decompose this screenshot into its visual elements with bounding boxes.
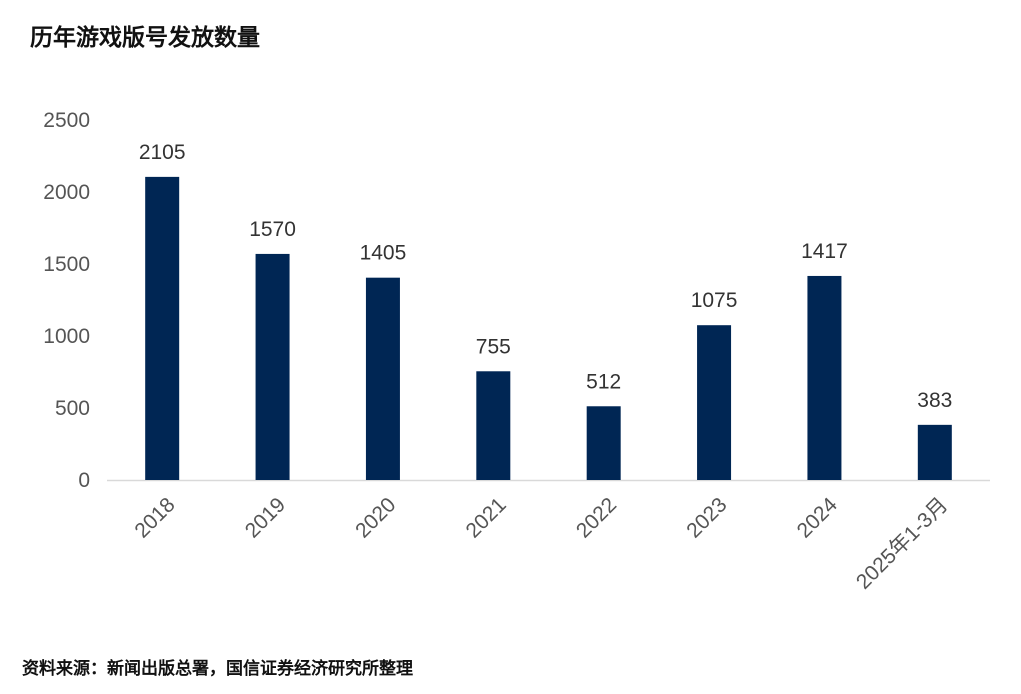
y-tick-label: 2000 <box>43 181 90 204</box>
y-tick-label: 0 <box>78 469 90 492</box>
data-label: 1075 <box>691 289 738 312</box>
data-label: 1405 <box>360 242 407 265</box>
x-tick-label: 2020 <box>351 493 400 542</box>
x-tick-label: 2024 <box>793 493 843 543</box>
x-tick-label: 2025年1-3月 <box>852 493 952 593</box>
y-tick-label: 2500 <box>43 109 90 132</box>
bar <box>476 371 511 480</box>
bar <box>807 275 842 480</box>
bar <box>697 325 732 480</box>
bar-chart: 0 500 1000 1500 2000 2500 2105 2018 1570 2019 1405… <box>43 109 990 594</box>
source-note: 资料来源：新闻出版总署，国信证券经济研究所整理 <box>22 659 413 679</box>
bar <box>365 277 400 480</box>
x-tick-label: 2019 <box>241 493 290 542</box>
y-tick-label: 500 <box>55 397 90 420</box>
data-label: 1417 <box>801 240 848 263</box>
data-label: 1570 <box>249 218 296 241</box>
x-tick-label: 2023 <box>682 493 731 542</box>
data-label: 512 <box>586 370 621 393</box>
y-tick-label: 1000 <box>43 325 90 348</box>
data-label: 2105 <box>139 141 186 164</box>
chart-title: 历年游戏版号发放数量 <box>30 25 260 51</box>
bar <box>917 424 952 480</box>
y-tick-label: 1500 <box>43 253 90 276</box>
data-label: 755 <box>476 335 511 358</box>
x-tick-label: 2022 <box>572 493 621 542</box>
x-tick-label: 2021 <box>462 493 511 542</box>
bar <box>255 253 290 480</box>
bar <box>586 406 621 480</box>
data-label: 383 <box>917 389 952 412</box>
x-tick-label: 2018 <box>130 493 179 542</box>
bar <box>145 176 180 480</box>
